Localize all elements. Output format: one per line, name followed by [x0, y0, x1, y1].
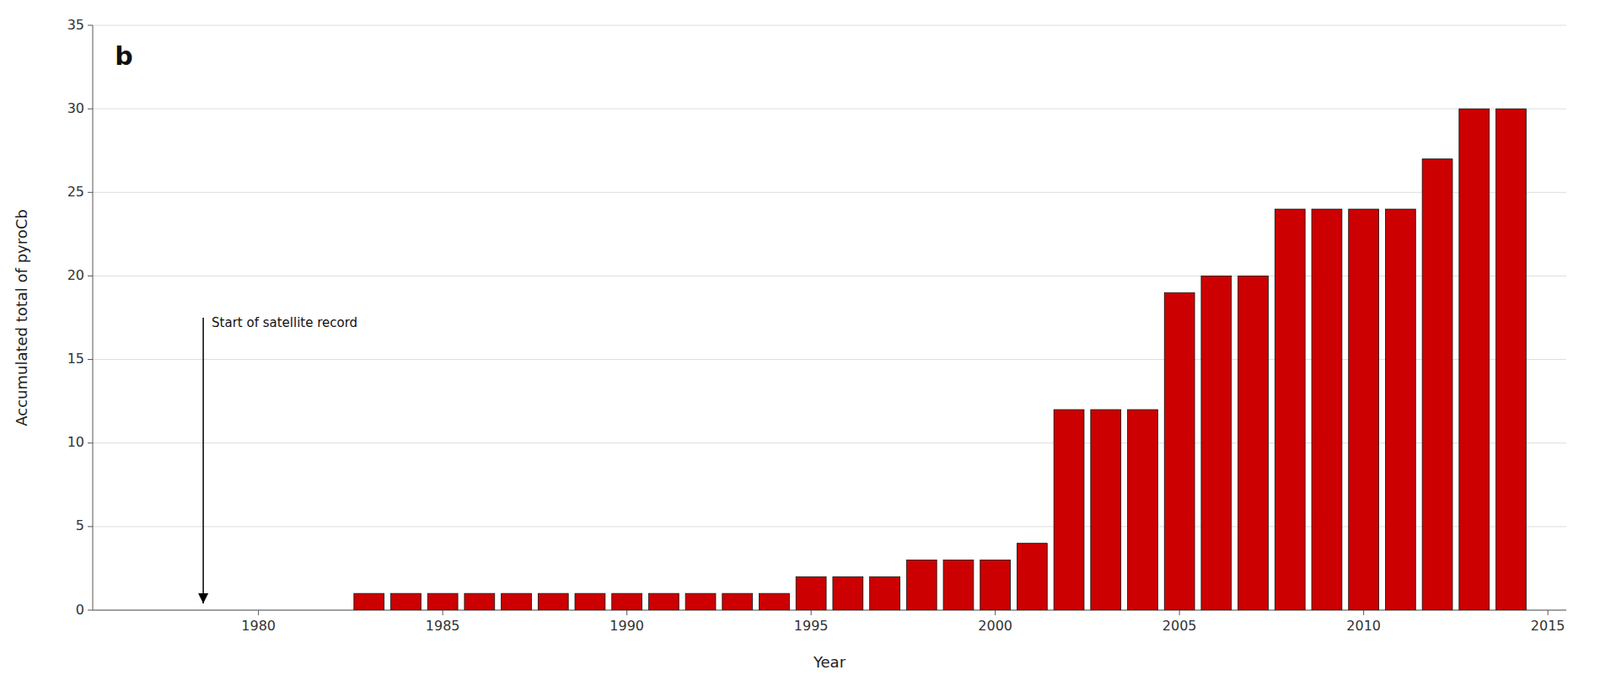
y-axis-label: Accumulated total of pyroCb	[12, 209, 31, 427]
y-tick	[87, 610, 93, 612]
chart-svg: 0 5 10 15 20 25 30 35 1980 1985 1990 1995 2000 2005 20…	[0, 0, 1600, 686]
x-tick-label: 1980	[241, 617, 276, 634]
x-tick	[257, 610, 259, 616]
x-axis-line	[92, 610, 1567, 612]
bar	[1385, 209, 1416, 611]
bar	[501, 593, 532, 611]
y-axis-line	[92, 25, 94, 611]
y-tick	[87, 25, 93, 27]
bar	[1422, 159, 1453, 611]
bar	[722, 593, 753, 611]
bar	[537, 593, 569, 611]
bar	[354, 593, 385, 611]
grid-line	[92, 359, 1567, 360]
bar	[869, 576, 901, 611]
bar	[980, 560, 1011, 611]
bar	[1201, 275, 1232, 611]
bar	[1127, 409, 1159, 611]
bar	[1496, 108, 1527, 611]
bar	[1053, 409, 1085, 611]
bar	[795, 576, 827, 611]
y-tick-label: 25	[67, 183, 85, 200]
bar	[464, 593, 495, 611]
grid-line	[92, 610, 1567, 612]
y-tick	[87, 526, 93, 527]
bar	[759, 593, 790, 611]
grid-line	[92, 275, 1567, 277]
bar	[1090, 409, 1122, 611]
x-tick-label: 1990	[609, 617, 645, 634]
x-tick-label: 1995	[794, 617, 829, 634]
x-tick-label: 2015	[1530, 617, 1566, 634]
y-tick-label: 35	[67, 16, 85, 33]
bar	[1348, 209, 1380, 611]
annotation-text: Start of satellite record	[211, 315, 358, 331]
bar	[906, 560, 937, 611]
grid-line	[92, 192, 1567, 194]
y-tick-label: 0	[75, 601, 85, 618]
x-tick-label: 1985	[425, 617, 461, 634]
bar	[1164, 292, 1195, 611]
y-tick-label: 5	[75, 517, 85, 534]
annotation-arrow	[202, 317, 205, 604]
x-tick	[442, 610, 444, 616]
y-tick	[87, 442, 93, 444]
bar	[427, 593, 458, 611]
bar	[1274, 209, 1305, 611]
bar	[391, 593, 422, 611]
chart-container: 0 5 10 15 20 25 30 35 1980 1985 1990 1995 2000 2005 20…	[0, 0, 1600, 686]
y-tick-label: 15	[67, 350, 85, 367]
x-tick	[1547, 610, 1549, 616]
y-tick	[87, 359, 93, 360]
x-tick-label: 2000	[977, 617, 1013, 634]
bar	[574, 593, 606, 611]
title: b	[114, 41, 133, 71]
y-tick	[87, 192, 93, 194]
grid-line	[92, 108, 1567, 110]
grid-line	[92, 442, 1567, 444]
bar	[648, 593, 679, 611]
x-tick	[810, 610, 812, 616]
grid-line	[92, 526, 1567, 527]
grid-line	[92, 25, 1567, 27]
y-tick-label: 20	[67, 267, 85, 284]
bar	[1311, 209, 1343, 611]
bar	[1459, 108, 1490, 611]
y-tick-label: 10	[67, 434, 85, 451]
axes: 0 5 10 15 20 25 30 35 1980 1985 1990 1995 2000 2005 20…	[67, 16, 1567, 635]
bar	[1238, 275, 1269, 611]
x-axis-label: Year	[812, 653, 847, 672]
y-tick	[87, 275, 93, 277]
bar	[1016, 543, 1047, 611]
y-tick	[87, 108, 93, 110]
bar	[685, 593, 716, 611]
x-tick-label: 2010	[1346, 617, 1381, 634]
bar	[943, 560, 974, 611]
x-tick	[1179, 610, 1181, 616]
y-tick-label: 30	[67, 100, 85, 117]
x-tick	[1363, 610, 1364, 616]
x-tick	[994, 610, 996, 616]
x-tick	[626, 610, 628, 616]
x-tick-label: 2005	[1162, 617, 1198, 634]
bars	[354, 108, 1527, 611]
bar	[832, 576, 864, 611]
grid	[92, 25, 1567, 611]
bar	[612, 593, 643, 611]
